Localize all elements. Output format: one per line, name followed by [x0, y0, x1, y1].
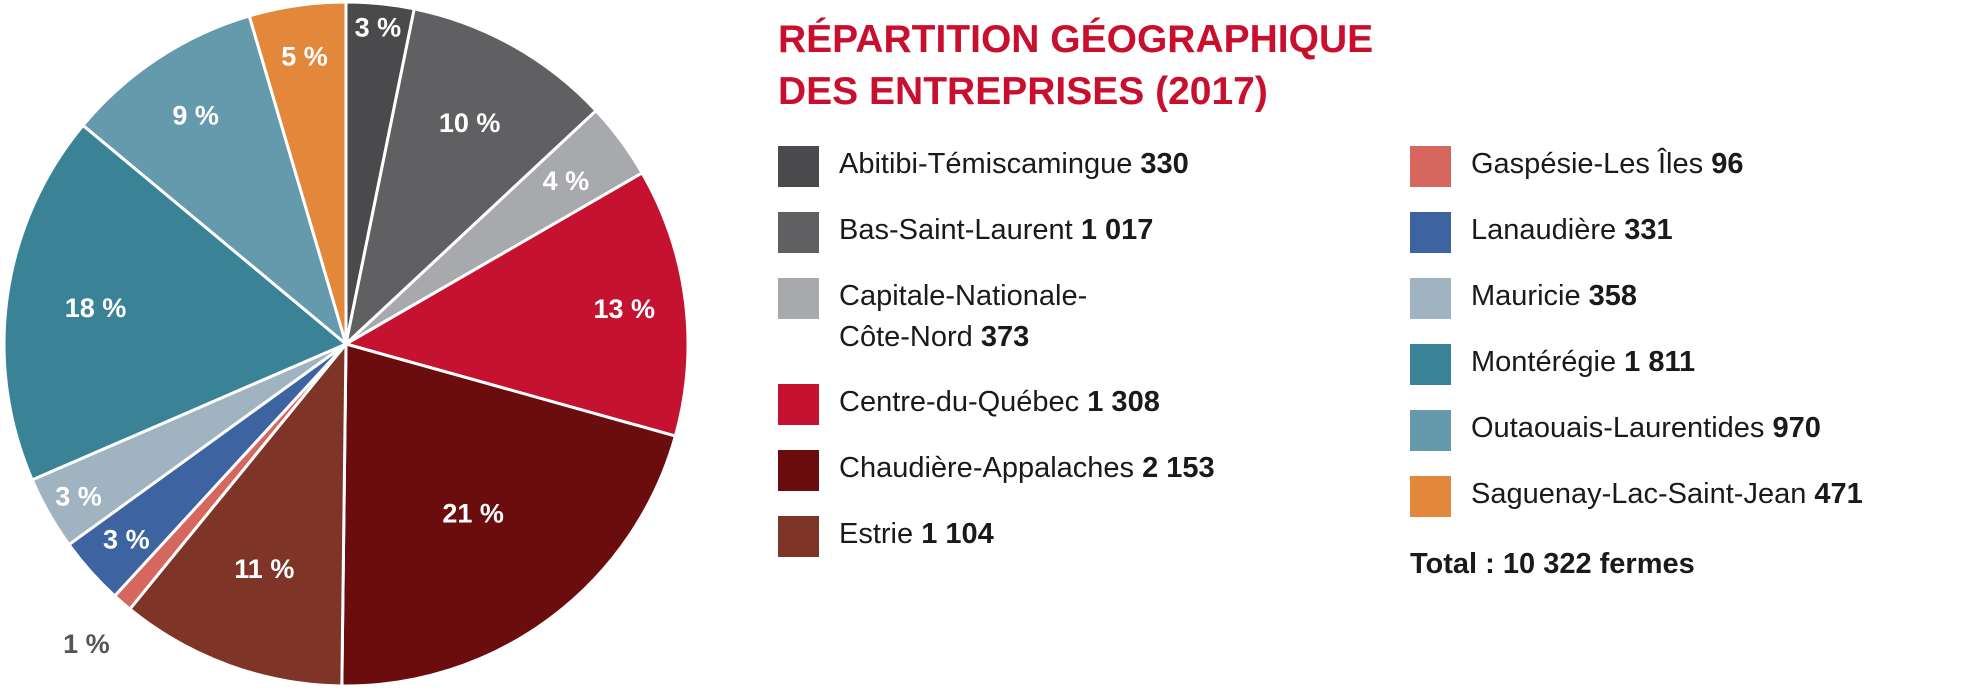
- legend-label: Capitale-Nationale- Côte-Nord 373: [839, 276, 1319, 358]
- chart-title-line-1: RÉPARTITION GÉOGRAPHIQUE: [778, 18, 1374, 61]
- legend-value: 970: [1772, 412, 1821, 444]
- legend-swatch: [778, 516, 819, 557]
- legend-label: Centre-du-Québec 1 308: [839, 382, 1319, 423]
- legend-value: 1 308: [1087, 386, 1160, 418]
- legend-item-estrie: Estrie 1 104: [778, 514, 1319, 557]
- legend-label: Abitibi-Témiscamingue 330: [839, 144, 1319, 185]
- legend-item-mauricie: Mauricie 358: [1410, 276, 1951, 319]
- chart-title-line-2: DES ENTREPRISES (2017): [778, 70, 1268, 113]
- legend-region: Estrie: [839, 518, 914, 550]
- pie-slice-label-2: 4 %: [543, 166, 590, 196]
- legend-swatch: [1410, 212, 1451, 253]
- legend-swatch: [1410, 410, 1451, 451]
- legend-label: Chaudière-Appalaches 2 153: [839, 448, 1319, 489]
- legend-swatch: [778, 146, 819, 187]
- pie-slice-label-6: 1 %: [63, 629, 110, 659]
- legend-value: 471: [1814, 478, 1863, 510]
- legend-label: Gaspésie-Les Îles 96: [1471, 144, 1951, 185]
- legend-item-bas-saint-laurent: Bas-Saint-Laurent 1 017: [778, 210, 1319, 253]
- pie-chart: 3 %10 %4 %13 %21 %11 %1 %3 %3 %18 %9 %5 …: [2, 0, 690, 688]
- pie-slice-3: [344, 171, 690, 438]
- legend-swatch: [778, 212, 819, 253]
- legend-swatch: [778, 278, 819, 319]
- legend-item-gaspesie: Gaspésie-Les Îles 96: [1410, 144, 1951, 187]
- legend-region: Chaudière-Appalaches: [839, 452, 1135, 484]
- legend-value: 1 017: [1080, 214, 1154, 246]
- legend-label: Mauricie 358: [1471, 276, 1951, 317]
- legend-region: Saguenay-Lac-Saint-Jean: [1471, 478, 1807, 510]
- legend-value: 331: [1624, 214, 1673, 246]
- legend-value: 358: [1588, 280, 1638, 312]
- legend-region: Outaouais-Laurentides: [1471, 412, 1765, 444]
- legend-swatch: [778, 384, 819, 425]
- legend-value: 1 811: [1624, 346, 1696, 378]
- legend-item-centre-du-quebec: Centre-du-Québec 1 308: [778, 382, 1319, 425]
- legend-swatch: [1410, 476, 1451, 517]
- legend-region: Montérégie: [1471, 346, 1617, 378]
- legend-swatch: [1410, 146, 1451, 187]
- pie-slice-5: [128, 342, 348, 688]
- pie-slice-label-9: 18 %: [65, 293, 127, 323]
- pie-slice-label-3: 13 %: [593, 294, 655, 324]
- legend-label: Outaouais-Laurentides 970: [1471, 408, 1951, 449]
- pie-slice-9: [2, 123, 348, 482]
- legend-region: Abitibi-Témiscamingue: [839, 148, 1133, 180]
- legend-region: Centre-du-Québec: [839, 386, 1080, 418]
- pie-slice-label-11: 5 %: [281, 41, 328, 71]
- legend-region: Lanaudière: [1471, 214, 1617, 246]
- legend-region: Gaspésie-Les Îles: [1471, 148, 1704, 180]
- pie-slice-label-1: 10 %: [439, 108, 501, 138]
- pie-slice-10: [81, 14, 348, 346]
- legend-value: 373: [980, 321, 1030, 353]
- legend-label: Lanaudière 331: [1471, 210, 1951, 251]
- legend-item-capitale-nationale: Capitale-Nationale- Côte-Nord 373: [778, 276, 1319, 358]
- legend-label: Estrie 1 104: [839, 514, 1319, 555]
- pie-slice-label-0: 3 %: [355, 13, 402, 43]
- pie-slice-11: [247, 0, 348, 346]
- legend-label: Bas-Saint-Laurent 1 017: [839, 210, 1319, 251]
- pie-slice-label-5: 11 %: [234, 554, 294, 584]
- pie-slice-label-8: 3 %: [55, 481, 102, 511]
- pie-slice-1: [344, 7, 598, 346]
- legend-item-abitibi: Abitibi-Témiscamingue 330: [778, 144, 1319, 187]
- legend-item-chaudiere-appalaches: Chaudière-Appalaches 2 153: [778, 448, 1319, 491]
- chart-title: RÉPARTITION GÉOGRAPHIQUE DES ENTREPRISES…: [778, 14, 1398, 118]
- legend-item-saguenay: Saguenay-Lac-Saint-Jean 471: [1410, 474, 1951, 517]
- pie-slice-label-7: 3 %: [103, 525, 150, 555]
- legend-label: Saguenay-Lac-Saint-Jean 471: [1471, 474, 1951, 515]
- pie-slice-label-10: 9 %: [172, 100, 219, 130]
- legend-swatch: [1410, 278, 1451, 319]
- legend-swatch: [1410, 344, 1451, 385]
- legend-value: 96: [1711, 148, 1744, 180]
- pie-slice-label-4: 21 %: [442, 499, 504, 529]
- legend-region: Mauricie: [1471, 280, 1581, 312]
- legend-item-outaouais-laurentides: Outaouais-Laurentides 970: [1410, 408, 1951, 451]
- total-label: Total : 10 322 fermes: [1410, 548, 1695, 580]
- legend-region: Bas-Saint-Laurent: [839, 214, 1073, 246]
- legend-value: 330: [1140, 148, 1189, 180]
- legend-value: 2 153: [1142, 452, 1215, 484]
- legend-swatch: [778, 450, 819, 491]
- legend-value: 1 104: [921, 518, 994, 550]
- legend-label: Montérégie 1 811: [1471, 342, 1951, 383]
- legend-item-monteregie: Montérégie 1 811: [1410, 342, 1951, 385]
- pie-slice-4: [340, 342, 677, 688]
- legend-item-lanaudiere: Lanaudière 331: [1410, 210, 1951, 253]
- legend-region-line-1: Capitale-Nationale-: [839, 280, 1088, 312]
- legend-region-line-2: Côte-Nord: [839, 321, 973, 353]
